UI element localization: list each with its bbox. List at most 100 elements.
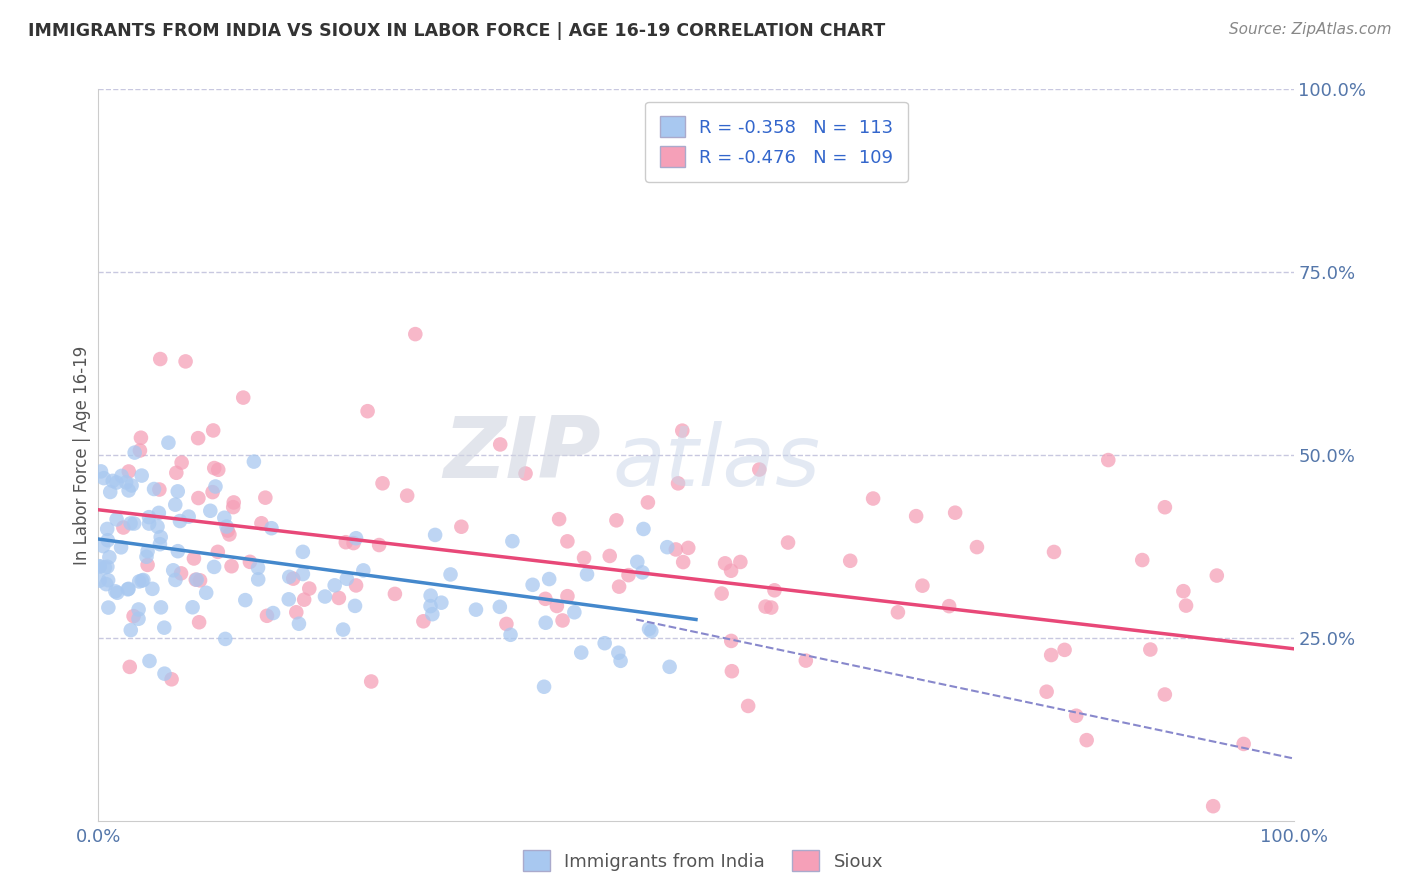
Point <box>538 572 561 586</box>
Point <box>93 471 115 485</box>
Point <box>714 557 737 571</box>
Point <box>665 542 688 557</box>
Point <box>938 599 960 614</box>
Point <box>344 599 367 613</box>
Point <box>557 534 579 549</box>
Point <box>166 484 188 499</box>
Point <box>776 535 799 549</box>
Point <box>720 564 742 578</box>
Point <box>97 600 120 615</box>
Point <box>138 510 160 524</box>
Point <box>298 582 321 596</box>
Point <box>247 561 270 575</box>
Point <box>419 589 441 603</box>
Point <box>96 577 118 591</box>
Point <box>323 578 346 592</box>
Point <box>342 536 364 550</box>
Point <box>214 632 236 646</box>
Point <box>96 522 118 536</box>
Point <box>105 512 128 526</box>
Point <box>202 560 225 574</box>
Point <box>233 593 256 607</box>
Point <box>522 578 544 592</box>
Point <box>183 551 205 566</box>
Point <box>188 615 211 630</box>
Point <box>170 456 193 470</box>
Point <box>207 545 229 559</box>
Point <box>120 623 142 637</box>
Point <box>1043 545 1066 559</box>
Point <box>1064 708 1087 723</box>
Point <box>288 616 311 631</box>
Point <box>564 605 586 619</box>
Point <box>195 586 218 600</box>
Point <box>186 573 208 587</box>
Point <box>404 327 426 342</box>
Point <box>328 591 350 605</box>
Point <box>117 483 139 498</box>
Point <box>548 512 571 526</box>
Point <box>617 568 640 582</box>
Point <box>122 516 145 531</box>
Point <box>887 605 910 619</box>
Point <box>174 354 197 368</box>
Point <box>352 563 374 577</box>
Point <box>110 468 132 483</box>
Point <box>666 476 689 491</box>
Point <box>285 605 308 619</box>
Point <box>839 554 862 568</box>
Point <box>356 404 378 418</box>
Point <box>277 592 299 607</box>
Point <box>658 660 681 674</box>
Text: Source: ZipAtlas.com: Source: ZipAtlas.com <box>1229 22 1392 37</box>
Point <box>222 495 245 509</box>
Point <box>576 567 599 582</box>
Point <box>136 558 159 572</box>
Point <box>188 574 211 588</box>
Point <box>336 572 359 586</box>
Point <box>1202 799 1225 814</box>
Point <box>96 559 118 574</box>
Point <box>489 437 512 451</box>
Point <box>200 504 222 518</box>
Point <box>360 674 382 689</box>
Point <box>966 540 988 554</box>
Point <box>215 519 238 533</box>
Point <box>1040 648 1063 662</box>
Point <box>730 555 752 569</box>
Point <box>105 475 128 490</box>
Point <box>98 485 121 500</box>
Point <box>131 574 153 588</box>
Point <box>101 474 124 488</box>
Point <box>593 636 616 650</box>
Point <box>1035 684 1057 698</box>
Point <box>368 538 391 552</box>
Point <box>278 570 301 584</box>
Point <box>131 468 153 483</box>
Point <box>371 476 394 491</box>
Point <box>97 533 120 548</box>
Point <box>187 431 209 445</box>
Point <box>128 602 150 616</box>
Point <box>146 519 169 533</box>
Point <box>153 666 176 681</box>
Point <box>243 455 266 469</box>
Y-axis label: In Labor Force | Age 16-19: In Labor Force | Age 16-19 <box>73 345 91 565</box>
Point <box>488 599 510 614</box>
Point <box>207 463 229 477</box>
Text: IMMIGRANTS FROM INDIA VS SIOUX IN LABOR FORCE | AGE 16-19 CORRELATION CHART: IMMIGRANTS FROM INDIA VS SIOUX IN LABOR … <box>28 22 886 40</box>
Text: atlas: atlas <box>613 421 820 504</box>
Point <box>1139 642 1161 657</box>
Point <box>218 527 240 541</box>
Point <box>89 559 111 574</box>
Point <box>637 495 659 509</box>
Point <box>124 445 146 459</box>
Point <box>221 559 243 574</box>
Point <box>344 531 367 545</box>
Point <box>633 522 655 536</box>
Point <box>165 498 187 512</box>
Point <box>335 535 357 549</box>
Point <box>132 573 155 587</box>
Point <box>138 654 160 668</box>
Point <box>149 352 172 367</box>
